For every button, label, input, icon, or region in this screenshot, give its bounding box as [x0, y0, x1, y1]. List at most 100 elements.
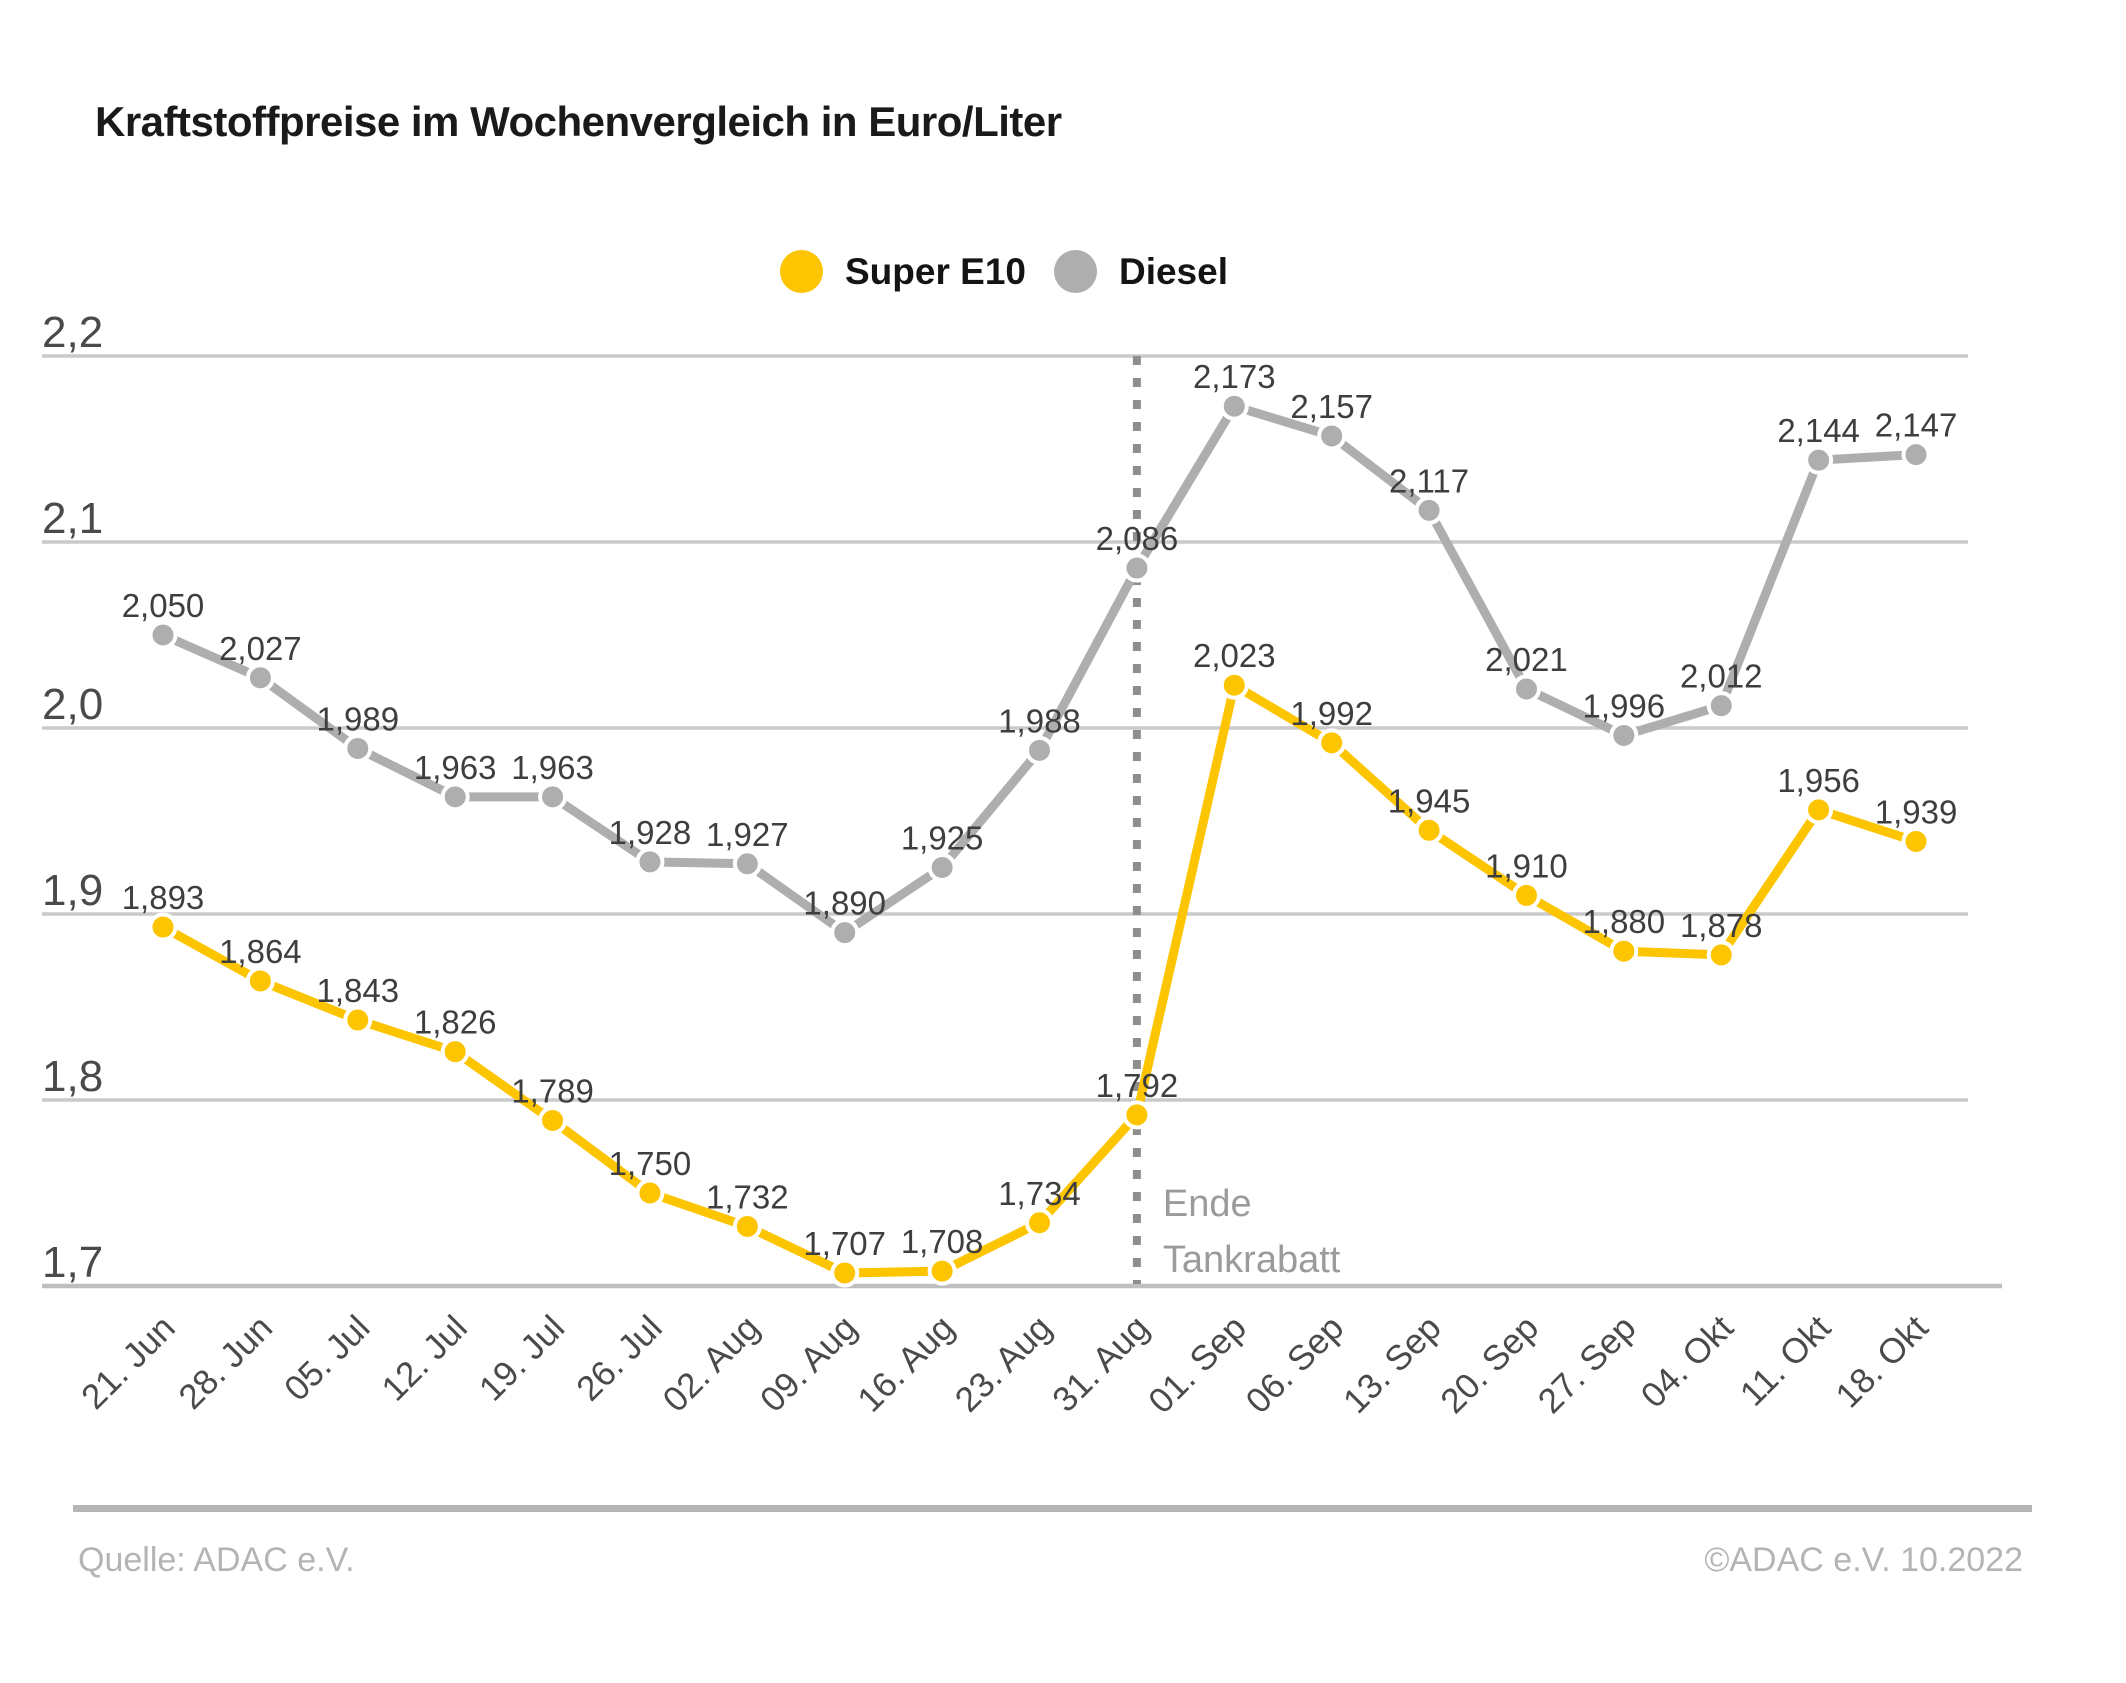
data-label-super-e10: 1,910: [1485, 847, 1568, 884]
x-axis-label: 26. Jul: [569, 1308, 669, 1408]
data-point-diesel: [343, 733, 373, 763]
source-text: Quelle: ADAC e.V.: [78, 1541, 355, 1579]
data-label-diesel: 1,963: [511, 749, 594, 786]
data-point-diesel: [245, 663, 275, 693]
data-point-diesel: [1317, 421, 1347, 451]
legend-label-diesel: Diesel: [1118, 250, 1228, 292]
data-point-diesel: [732, 849, 762, 879]
data-point-super-e10: [1609, 936, 1639, 966]
data-point-super-e10: [1706, 940, 1736, 970]
x-axis-label: 09. Aug: [753, 1308, 865, 1420]
data-label-diesel: 1,927: [706, 816, 789, 853]
footer-divider: [73, 1505, 2032, 1512]
x-axis-label: 11. Okt: [1733, 1308, 1839, 1414]
data-label-super-e10: 1,708: [901, 1223, 984, 1260]
data-point-super-e10: [1025, 1208, 1055, 1238]
data-point-diesel: [1414, 495, 1444, 525]
data-label-super-e10: 1,864: [219, 933, 302, 970]
data-label-super-e10: 1,732: [706, 1178, 789, 1215]
y-axis-label: 1,9: [42, 866, 103, 915]
data-label-diesel: 1,890: [803, 885, 886, 922]
y-axis-label: 2,2: [42, 308, 103, 357]
data-point-super-e10: [148, 912, 178, 942]
data-label-super-e10: 1,945: [1388, 782, 1471, 819]
data-point-super-e10: [1219, 670, 1249, 700]
x-axis-label: 01. Sep: [1141, 1308, 1254, 1421]
data-label-super-e10: 1,992: [1290, 695, 1373, 732]
y-axis-label: 1,8: [42, 1052, 103, 1101]
data-point-diesel: [1706, 691, 1736, 721]
data-label-diesel: 2,147: [1875, 407, 1958, 444]
diesel-marker-icon: [1053, 250, 1097, 293]
super-e10-marker-icon: [780, 250, 823, 293]
data-point-super-e10: [440, 1037, 470, 1067]
x-axis-label: 27. Sep: [1531, 1308, 1644, 1421]
data-point-diesel: [635, 847, 665, 877]
data-point-diesel: [1219, 391, 1249, 421]
data-point-super-e10: [830, 1258, 860, 1288]
data-point-diesel: [1609, 720, 1639, 750]
legend-item-diesel: Diesel: [1053, 250, 1228, 293]
y-axis-label: 2,0: [42, 680, 103, 729]
data-label-diesel: 2,027: [219, 630, 302, 667]
series-line-diesel: [161, 401, 1917, 938]
data-label-super-e10: 1,939: [1875, 793, 1958, 830]
x-axis-label: 18. Okt: [1828, 1308, 1936, 1416]
data-label-diesel: 1,963: [414, 749, 497, 786]
data-label-diesel: 2,050: [122, 587, 205, 624]
data-label-diesel: 2,144: [1777, 412, 1860, 449]
annotation-line-1: Ende: [1163, 1183, 1252, 1225]
data-label-super-e10: 2,023: [1193, 637, 1276, 674]
data-label-diesel: 2,157: [1290, 388, 1373, 425]
chart-title: Kraftstoffpreise im Wochenvergleich in E…: [95, 98, 1062, 145]
data-point-super-e10: [1122, 1100, 1152, 1130]
x-axis-label: 04. Okt: [1634, 1308, 1742, 1416]
data-point-super-e10: [927, 1256, 957, 1286]
data-point-diesel: [538, 782, 568, 812]
data-label-super-e10: 1,789: [511, 1072, 594, 1109]
x-axis-label: 16. Aug: [850, 1308, 962, 1420]
x-axis-label: 21. Jun: [74, 1308, 183, 1417]
data-label-super-e10: 1,792: [1096, 1067, 1179, 1104]
x-axis-label: 28. Jun: [171, 1308, 280, 1417]
data-point-super-e10: [732, 1211, 762, 1241]
data-point-super-e10: [1511, 880, 1541, 910]
x-axis-label: 02. Aug: [655, 1308, 767, 1420]
data-point-diesel: [440, 782, 470, 812]
legend-item-super-e10: Super E10: [780, 250, 1026, 293]
data-point-diesel: [148, 620, 178, 650]
data-label-super-e10: 1,707: [803, 1225, 886, 1262]
data-point-super-e10: [1804, 795, 1834, 825]
data-label-super-e10: 1,956: [1777, 762, 1860, 799]
data-point-super-e10: [1317, 728, 1347, 758]
data-point-super-e10: [1901, 826, 1931, 856]
x-axis-label: 05. Jul: [277, 1308, 377, 1408]
data-label-super-e10: 1,880: [1583, 903, 1666, 940]
legend: Super E10 Diesel: [780, 250, 1228, 293]
x-axis-label: 19. Jul: [472, 1308, 572, 1408]
data-label-super-e10: 1,750: [609, 1145, 692, 1182]
data-point-super-e10: [538, 1105, 568, 1135]
y-axis-label: 2,1: [42, 494, 103, 543]
data-point-super-e10: [635, 1178, 665, 1208]
data-label-super-e10: 1,878: [1680, 907, 1763, 944]
x-axis-label: 31. Aug: [1045, 1308, 1157, 1420]
data-label-diesel: 2,021: [1485, 641, 1568, 678]
x-axis-label: 12. Jul: [374, 1308, 474, 1408]
data-label-diesel: 2,173: [1193, 358, 1276, 395]
x-axis-label: 06. Sep: [1238, 1308, 1351, 1421]
data-point-diesel: [830, 918, 860, 948]
x-axis-label: 23. Aug: [948, 1308, 1060, 1420]
data-point-diesel: [927, 853, 957, 882]
data-label-diesel: 1,925: [901, 820, 984, 857]
x-axis-label: 13. Sep: [1336, 1308, 1449, 1421]
data-label-diesel: 1,928: [609, 814, 692, 851]
x-axis-label: 20. Sep: [1433, 1308, 1546, 1421]
data-point-diesel: [1025, 735, 1055, 765]
data-label-diesel: 1,988: [998, 702, 1081, 739]
data-point-super-e10: [245, 966, 275, 996]
annotation-line-2: Tankrabatt: [1163, 1239, 1341, 1281]
data-point-diesel: [1901, 440, 1931, 470]
